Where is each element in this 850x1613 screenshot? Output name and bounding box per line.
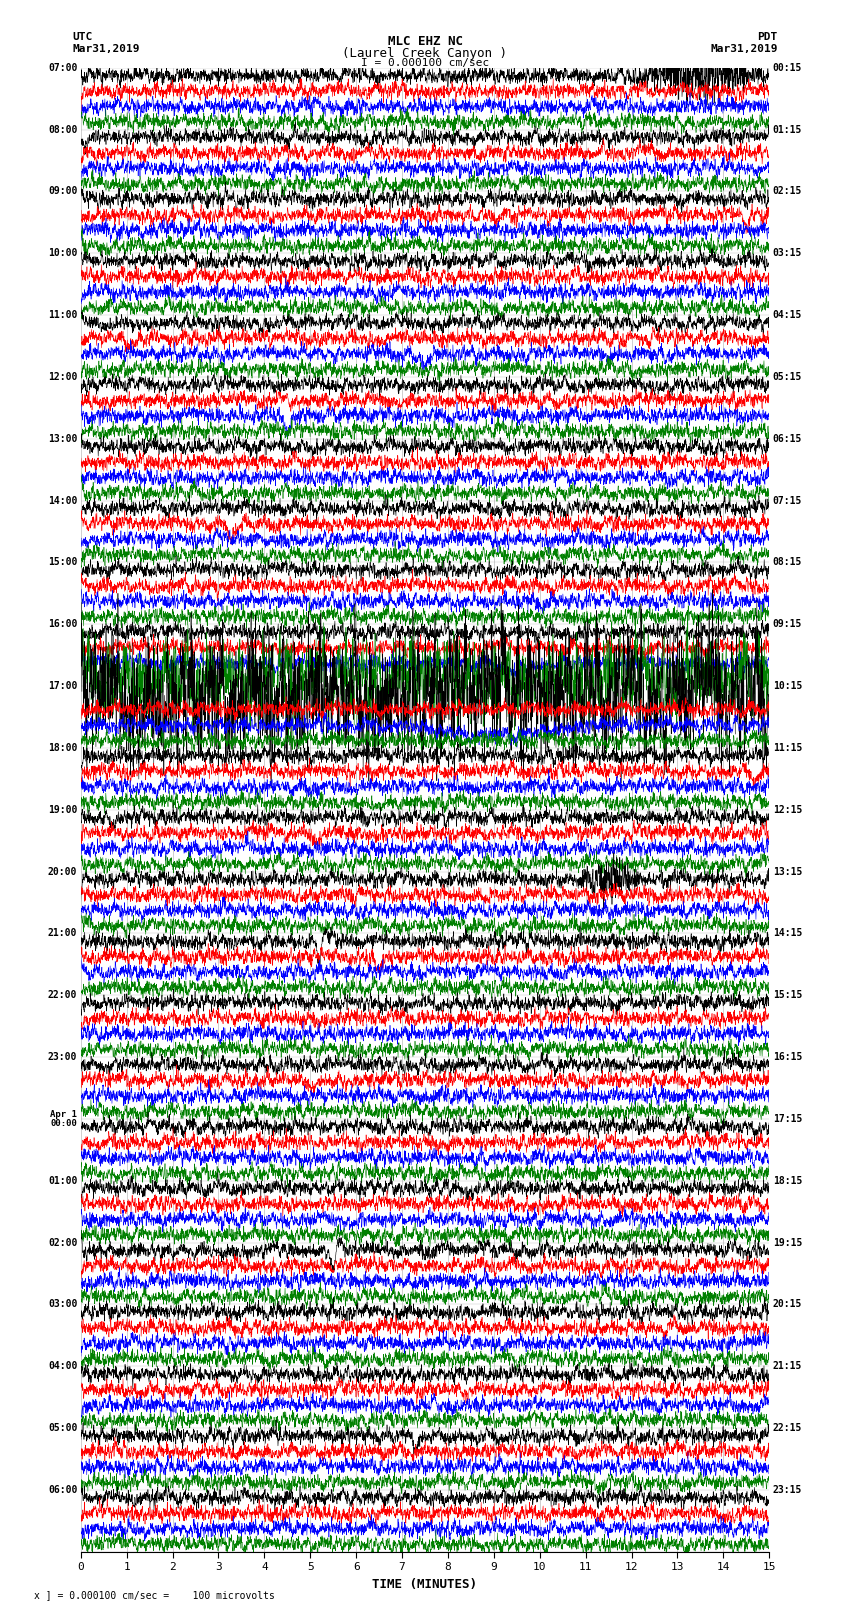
Text: I = 0.000100 cm/sec: I = 0.000100 cm/sec [361,58,489,68]
Text: 00:00: 00:00 [50,1119,77,1127]
Text: 12:15: 12:15 [773,805,802,815]
Text: 07:15: 07:15 [773,495,802,505]
Text: 13:15: 13:15 [773,866,802,876]
Text: 21:00: 21:00 [48,929,77,939]
Text: 00:15: 00:15 [773,63,802,73]
Text: 16:15: 16:15 [773,1052,802,1061]
Text: MLC EHZ NC: MLC EHZ NC [388,35,462,48]
Text: 13:00: 13:00 [48,434,77,444]
Text: 18:00: 18:00 [48,744,77,753]
Text: 15:00: 15:00 [48,558,77,568]
Text: 20:00: 20:00 [48,866,77,876]
Text: 06:15: 06:15 [773,434,802,444]
Text: 04:15: 04:15 [773,310,802,319]
Text: 18:15: 18:15 [773,1176,802,1186]
Text: 17:00: 17:00 [48,681,77,690]
Text: 19:15: 19:15 [773,1237,802,1247]
Text: 11:15: 11:15 [773,744,802,753]
Text: 03:15: 03:15 [773,248,802,258]
Text: 05:15: 05:15 [773,373,802,382]
Text: 08:15: 08:15 [773,558,802,568]
Text: 06:00: 06:00 [48,1486,77,1495]
Text: Mar31,2019: Mar31,2019 [711,44,778,53]
Text: 22:00: 22:00 [48,990,77,1000]
Text: 05:00: 05:00 [48,1423,77,1432]
Text: Mar31,2019: Mar31,2019 [72,44,139,53]
Text: 02:00: 02:00 [48,1237,77,1247]
Text: 23:15: 23:15 [773,1486,802,1495]
Text: 14:00: 14:00 [48,495,77,505]
Text: 01:00: 01:00 [48,1176,77,1186]
Text: 09:00: 09:00 [48,187,77,197]
Text: x ] = 0.000100 cm/sec =    100 microvolts: x ] = 0.000100 cm/sec = 100 microvolts [34,1590,275,1600]
Text: 21:15: 21:15 [773,1361,802,1371]
Text: 17:15: 17:15 [773,1115,802,1124]
Text: 15:15: 15:15 [773,990,802,1000]
Text: 12:00: 12:00 [48,373,77,382]
Text: 02:15: 02:15 [773,187,802,197]
Text: 04:00: 04:00 [48,1361,77,1371]
Text: 23:00: 23:00 [48,1052,77,1061]
Text: 14:15: 14:15 [773,929,802,939]
Text: 11:00: 11:00 [48,310,77,319]
Text: 01:15: 01:15 [773,124,802,134]
Text: 07:00: 07:00 [48,63,77,73]
Text: UTC: UTC [72,32,93,42]
Text: Apr 1: Apr 1 [50,1110,77,1119]
X-axis label: TIME (MINUTES): TIME (MINUTES) [372,1578,478,1590]
Text: 22:15: 22:15 [773,1423,802,1432]
Text: (Laurel Creek Canyon ): (Laurel Creek Canyon ) [343,47,507,60]
Text: 10:00: 10:00 [48,248,77,258]
Text: 10:15: 10:15 [773,681,802,690]
Text: 16:00: 16:00 [48,619,77,629]
Text: PDT: PDT [757,32,778,42]
Text: 19:00: 19:00 [48,805,77,815]
Text: 20:15: 20:15 [773,1300,802,1310]
Text: 09:15: 09:15 [773,619,802,629]
Text: 03:00: 03:00 [48,1300,77,1310]
Text: 08:00: 08:00 [48,124,77,134]
